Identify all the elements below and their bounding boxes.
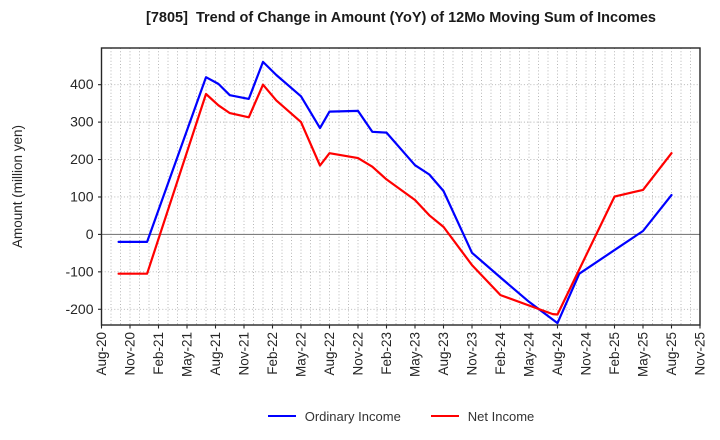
plot-frame (100, 47, 701, 326)
x-tick-label: Aug-20 (94, 332, 109, 376)
legend: Ordinary Income Net Income (101, 405, 701, 427)
x-tick-label: May-21 (180, 332, 195, 377)
y-tick-label: 400 (70, 76, 94, 92)
x-tick-label: Aug-24 (550, 332, 565, 376)
plot-area: Aug-20 Nov-20 Feb-21 May-21 Aug-21 Nov-21 Feb-… (10, 47, 708, 378)
x-tick-label: May-25 (636, 332, 651, 377)
legend-label-net-income: Net Income (467, 408, 535, 424)
y-tick-label: 300 (70, 114, 94, 130)
chart-title: [7805] Trend of Change in Amount (YoY) o… (146, 10, 656, 26)
y-tick-label: -100 (65, 263, 93, 279)
legend-label-ordinary-income: Ordinary Income (304, 408, 401, 424)
x-tick-label: Feb-23 (379, 332, 394, 375)
x-tick-label: May-22 (294, 332, 309, 377)
legend-item-net-income: Net Income (430, 408, 535, 424)
x-tick-label: Aug-23 (436, 332, 451, 376)
y-tick-label: 200 (70, 151, 94, 167)
x-tick-label: May-23 (408, 332, 423, 377)
x-tick-label: Feb-21 (151, 332, 166, 375)
y-tick-label: 0 (86, 226, 94, 242)
x-tick-label: Nov-24 (579, 332, 594, 376)
x-tick-label: Nov-22 (351, 332, 366, 376)
x-tick-label: Aug-25 (664, 332, 679, 376)
x-tick-label: Nov-23 (465, 332, 480, 376)
x-tick-label: May-24 (522, 332, 537, 378)
series-line-net-income (117, 83, 673, 316)
y-tick-label: 100 (70, 188, 94, 204)
net-income-line-swatch (430, 415, 459, 417)
x-tick-label: Aug-21 (208, 332, 223, 376)
legend-item-ordinary-income: Ordinary Income (267, 408, 401, 424)
x-tick-label: Feb-24 (493, 332, 508, 375)
y-tick-label: -200 (65, 301, 93, 317)
x-tick-label: Nov-25 (693, 332, 708, 376)
x-tick-label: Nov-20 (123, 332, 138, 376)
x-tick-label: Feb-25 (607, 332, 622, 375)
x-tick-label: Feb-22 (265, 332, 280, 375)
ordinary-income-line-swatch (267, 415, 296, 417)
x-tick-label: Nov-21 (237, 332, 252, 376)
series-line-ordinary-income (117, 60, 673, 325)
y-axis-label: Amount (million yen) (10, 125, 25, 248)
x-tick-label: Aug-22 (322, 332, 337, 376)
